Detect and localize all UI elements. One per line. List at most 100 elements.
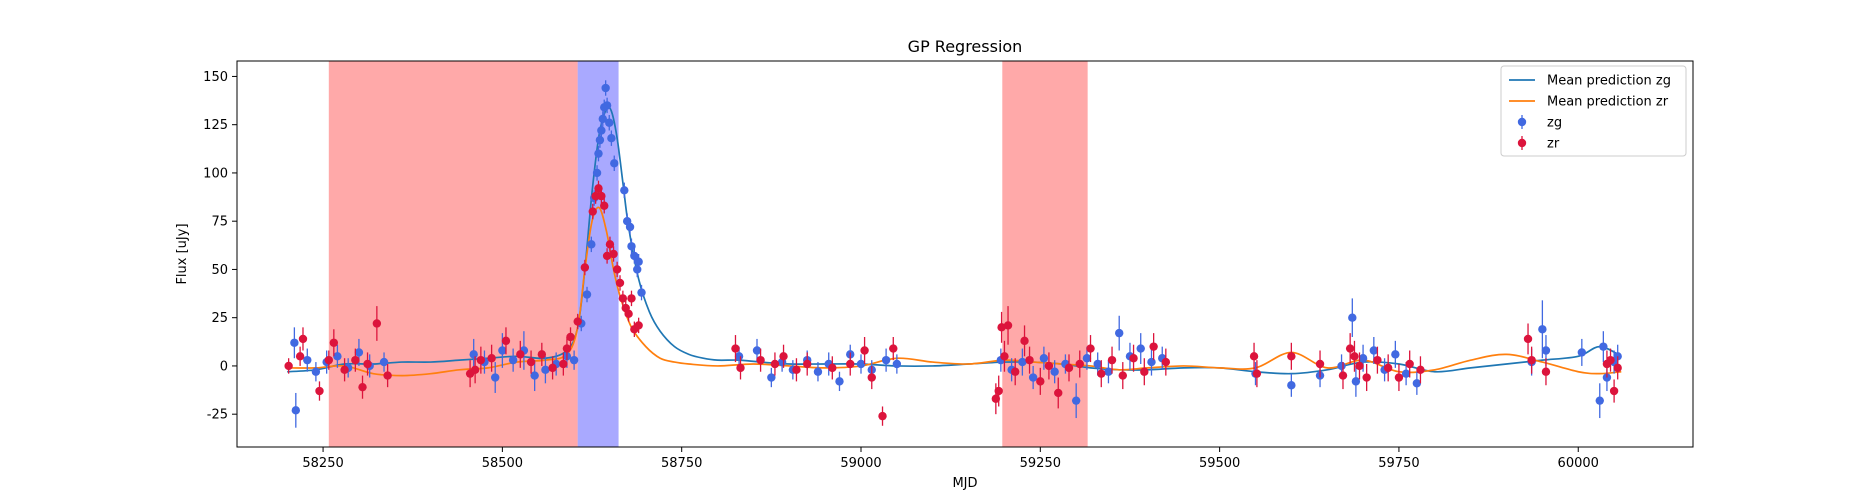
data-point-zr-8 <box>358 382 367 392</box>
plot-content <box>284 80 1622 428</box>
data-point-zr-89 <box>1416 365 1425 374</box>
shaded-region-zr-0 <box>328 61 578 447</box>
data-point-zg-43 <box>637 288 646 297</box>
legend-label-0: Mean prediction zg <box>1547 74 1671 89</box>
y-tick-label-3: 50 <box>211 263 228 278</box>
data-point-zr-88 <box>1405 359 1414 369</box>
y-tick-label-7: 150 <box>203 70 228 85</box>
data-point-zg-63 <box>1050 367 1059 376</box>
data-point-zg-10 <box>469 350 478 359</box>
data-point-zr-85 <box>1373 355 1382 365</box>
data-point-zr-36 <box>618 294 628 303</box>
data-point-zg-71 <box>1136 344 1145 353</box>
y-tick-label-4: 75 <box>211 215 228 230</box>
data-point-zr-82 <box>1350 352 1359 361</box>
data-point-zg-7 <box>354 348 364 357</box>
data-point-zg-67 <box>1093 359 1102 369</box>
data-point-zr-17 <box>516 350 525 359</box>
data-point-zg-69 <box>1115 328 1124 338</box>
x-axis-label: MJD <box>952 476 977 491</box>
data-point-zg-16 <box>530 371 539 380</box>
data-point-zr-79 <box>1315 359 1325 369</box>
data-point-zr-25 <box>580 263 590 272</box>
legend: Mean prediction zg Mean prediction zr zg zr <box>1500 65 1687 157</box>
data-point-zr-60 <box>1011 367 1020 376</box>
data-point-zr-7 <box>351 355 360 365</box>
data-point-zg-2 <box>303 355 312 365</box>
data-point-zr-34 <box>612 265 622 274</box>
data-point-zg-36 <box>620 186 629 195</box>
data-point-zr-28 <box>594 184 603 193</box>
data-point-zr-94 <box>1606 355 1615 365</box>
data-point-zg-91 <box>1599 342 1608 351</box>
data-point-zr-53 <box>878 411 887 421</box>
data-point-zg-57 <box>892 359 902 369</box>
data-point-zr-9 <box>363 359 372 369</box>
data-point-zg-27 <box>595 135 605 145</box>
data-point-zr-15 <box>487 354 496 363</box>
data-point-zr-71 <box>1118 371 1127 380</box>
data-point-zr-58 <box>1000 352 1009 361</box>
data-point-zr-64 <box>1044 361 1054 371</box>
data-point-zg-77 <box>1337 361 1346 371</box>
data-point-zg-0 <box>290 338 299 347</box>
data-point-zr-26 <box>588 207 597 216</box>
data-point-zg-87 <box>1538 325 1547 334</box>
data-point-zr-81 <box>1345 344 1355 353</box>
data-point-zr-30 <box>600 201 609 210</box>
x-tick-label-3: 59000 <box>840 456 881 471</box>
x-tick-label-4: 59250 <box>1020 456 1061 471</box>
data-point-zr-66 <box>1064 363 1074 373</box>
x-tick-label-7: 60000 <box>1558 456 1599 471</box>
data-point-zr-65 <box>1054 388 1063 398</box>
data-point-zr-6 <box>340 365 349 374</box>
data-point-zr-54 <box>889 344 898 353</box>
legend-label-1: Mean prediction zr <box>1547 95 1669 110</box>
data-point-zg-3 <box>311 367 321 376</box>
data-point-zg-52 <box>835 377 844 386</box>
data-point-zr-50 <box>846 359 855 369</box>
data-point-zr-39 <box>627 294 636 303</box>
data-point-zr-29 <box>597 191 606 201</box>
data-point-zr-57 <box>997 323 1006 332</box>
data-point-zr-19 <box>537 350 547 359</box>
data-point-zg-32 <box>602 101 612 110</box>
data-point-zg-17 <box>541 365 550 374</box>
data-point-zr-14 <box>476 355 486 365</box>
data-point-zg-88 <box>1541 346 1551 355</box>
data-point-zr-10 <box>372 319 382 328</box>
data-point-zr-91 <box>1527 355 1536 365</box>
data-point-zr-2 <box>298 334 308 344</box>
data-point-zr-1 <box>295 352 305 361</box>
chart-title: GP Regression <box>908 37 1023 56</box>
data-point-zr-80 <box>1338 371 1348 380</box>
data-point-zr-63 <box>1036 377 1045 386</box>
data-point-zr-31 <box>602 251 612 261</box>
data-point-zg-41 <box>633 265 642 274</box>
x-tick-label-0: 58250 <box>302 456 343 471</box>
data-point-zg-45 <box>752 346 762 355</box>
data-point-zr-86 <box>1383 363 1393 373</box>
data-point-zg-83 <box>1391 350 1400 359</box>
data-point-zg-66 <box>1082 354 1092 363</box>
data-point-zg-35 <box>610 159 619 168</box>
data-point-zr-43 <box>736 363 745 373</box>
data-point-zr-83 <box>1355 361 1364 371</box>
data-point-zr-44 <box>756 355 765 365</box>
legend-marker-2 <box>1517 117 1527 127</box>
data-point-zr-72 <box>1129 354 1138 363</box>
data-point-zr-95 <box>1609 386 1619 396</box>
data-point-zg-75 <box>1287 381 1296 390</box>
data-point-zr-22 <box>562 344 572 353</box>
data-point-zr-18 <box>526 357 536 367</box>
data-point-zr-62 <box>1025 355 1034 365</box>
data-point-zg-1 <box>291 406 301 415</box>
y-tick-label-0: -25 <box>207 408 228 423</box>
data-point-zr-13 <box>470 365 480 374</box>
legend-marker-3 <box>1517 138 1527 148</box>
plot-area: 58250 58500 58750 59000 59250 59500 59750 60000… <box>203 60 1694 471</box>
data-point-zg-28 <box>597 126 606 135</box>
data-point-zg-26 <box>594 149 603 158</box>
data-point-zg-40 <box>630 251 639 261</box>
